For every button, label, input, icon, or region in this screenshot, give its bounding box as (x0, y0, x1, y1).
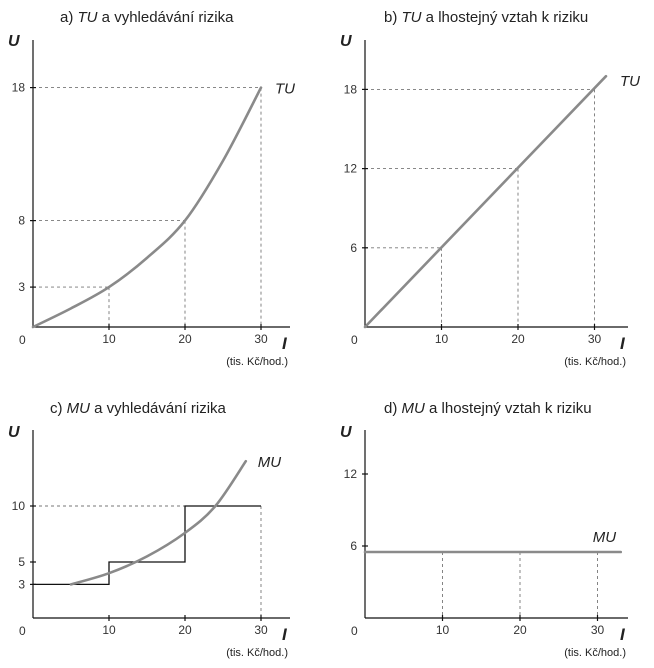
x-tick-10: 10 (102, 623, 116, 637)
y-tick-18: 18 (12, 81, 26, 95)
x-tick-20: 20 (513, 623, 527, 637)
y-tick-5: 5 (18, 555, 25, 569)
curve-label: MU (593, 529, 616, 546)
y-tick-10: 10 (12, 499, 26, 513)
x-axis-label: I (620, 625, 626, 644)
curve-label: TU (620, 73, 640, 90)
x-tick-20: 20 (178, 623, 192, 637)
panel-title: b) TU a lhostejný vztah k riziku (384, 9, 588, 26)
x-axis-unit: (tis. Kč/hod.) (564, 647, 626, 659)
title-part-1: TU (78, 9, 98, 26)
x-axis-label: I (282, 334, 288, 353)
title-part-1: TU (402, 9, 422, 26)
curve-label: MU (258, 454, 281, 471)
title-part-0: a) (60, 9, 78, 26)
curve-label: TU (275, 81, 295, 98)
title-part-1: MU (67, 400, 90, 417)
x-tick-20: 20 (178, 332, 192, 346)
panel-c: c) MU a vyhledávání rizika U I (tis. Kč/hod… (8, 400, 290, 659)
x-axis-unit: (tis. Kč/hod.) (226, 356, 288, 368)
x-tick-30: 30 (588, 332, 602, 346)
panel-title: d) MU a lhostejný vztah k riziku (384, 400, 592, 417)
title-part-1: MU (402, 400, 425, 417)
title-part-2: a lhostejný vztah k riziku (425, 400, 592, 417)
y-axis-label: U (340, 33, 352, 50)
panel-a: a) TU a vyhledávání rizika U I (tis. Kč/hod… (8, 9, 295, 368)
origin-label: 0 (19, 333, 26, 347)
origin-label: 0 (351, 333, 358, 347)
y-tick-18: 18 (344, 82, 358, 96)
x-tick-10: 10 (436, 623, 450, 637)
mu-step-function (33, 505, 261, 586)
title-part-2: a vyhledávání rizika (90, 400, 227, 417)
title-part-2: a lhostejný vztah k riziku (422, 9, 589, 26)
y-axis-label: U (8, 33, 20, 50)
origin-label: 0 (19, 624, 26, 638)
x-tick-10: 10 (435, 332, 449, 346)
y-axis-label: U (8, 424, 20, 441)
x-tick-30: 30 (591, 623, 605, 637)
origin-label: 0 (351, 624, 358, 638)
panel-title: c) MU a vyhledávání rizika (50, 400, 227, 417)
y-tick-6: 6 (350, 241, 357, 255)
title-part-0: b) (384, 9, 402, 26)
x-tick-20: 20 (511, 332, 525, 346)
title-part-2: a vyhledávání rizika (98, 9, 235, 26)
x-axis-unit: (tis. Kč/hod.) (226, 647, 288, 659)
y-tick-12: 12 (344, 467, 358, 481)
x-axis-label: I (282, 625, 288, 644)
x-tick-30: 30 (254, 623, 268, 637)
series-mu (69, 459, 248, 586)
series-tu (31, 86, 263, 329)
panel-d: d) MU a lhostejný vztah k riziku U I (tis. … (340, 400, 628, 659)
title-part-0: c) (50, 400, 67, 417)
y-axis-label: U (340, 424, 352, 441)
series-tu (363, 74, 608, 329)
x-tick-10: 10 (102, 332, 116, 346)
panel-title: a) TU a vyhledávání rizika (60, 9, 234, 26)
y-tick-12: 12 (344, 162, 358, 176)
panel-b: b) TU a lhostejný vztah k riziku U I (tis. … (340, 9, 640, 368)
y-tick-8: 8 (18, 214, 25, 228)
title-part-0: d) (384, 400, 402, 417)
x-tick-30: 30 (254, 332, 268, 346)
y-tick-6: 6 (350, 539, 357, 553)
y-tick-3: 3 (18, 577, 25, 591)
y-tick-3: 3 (18, 280, 25, 294)
x-axis-unit: (tis. Kč/hod.) (564, 356, 626, 368)
x-axis-label: I (620, 334, 626, 353)
